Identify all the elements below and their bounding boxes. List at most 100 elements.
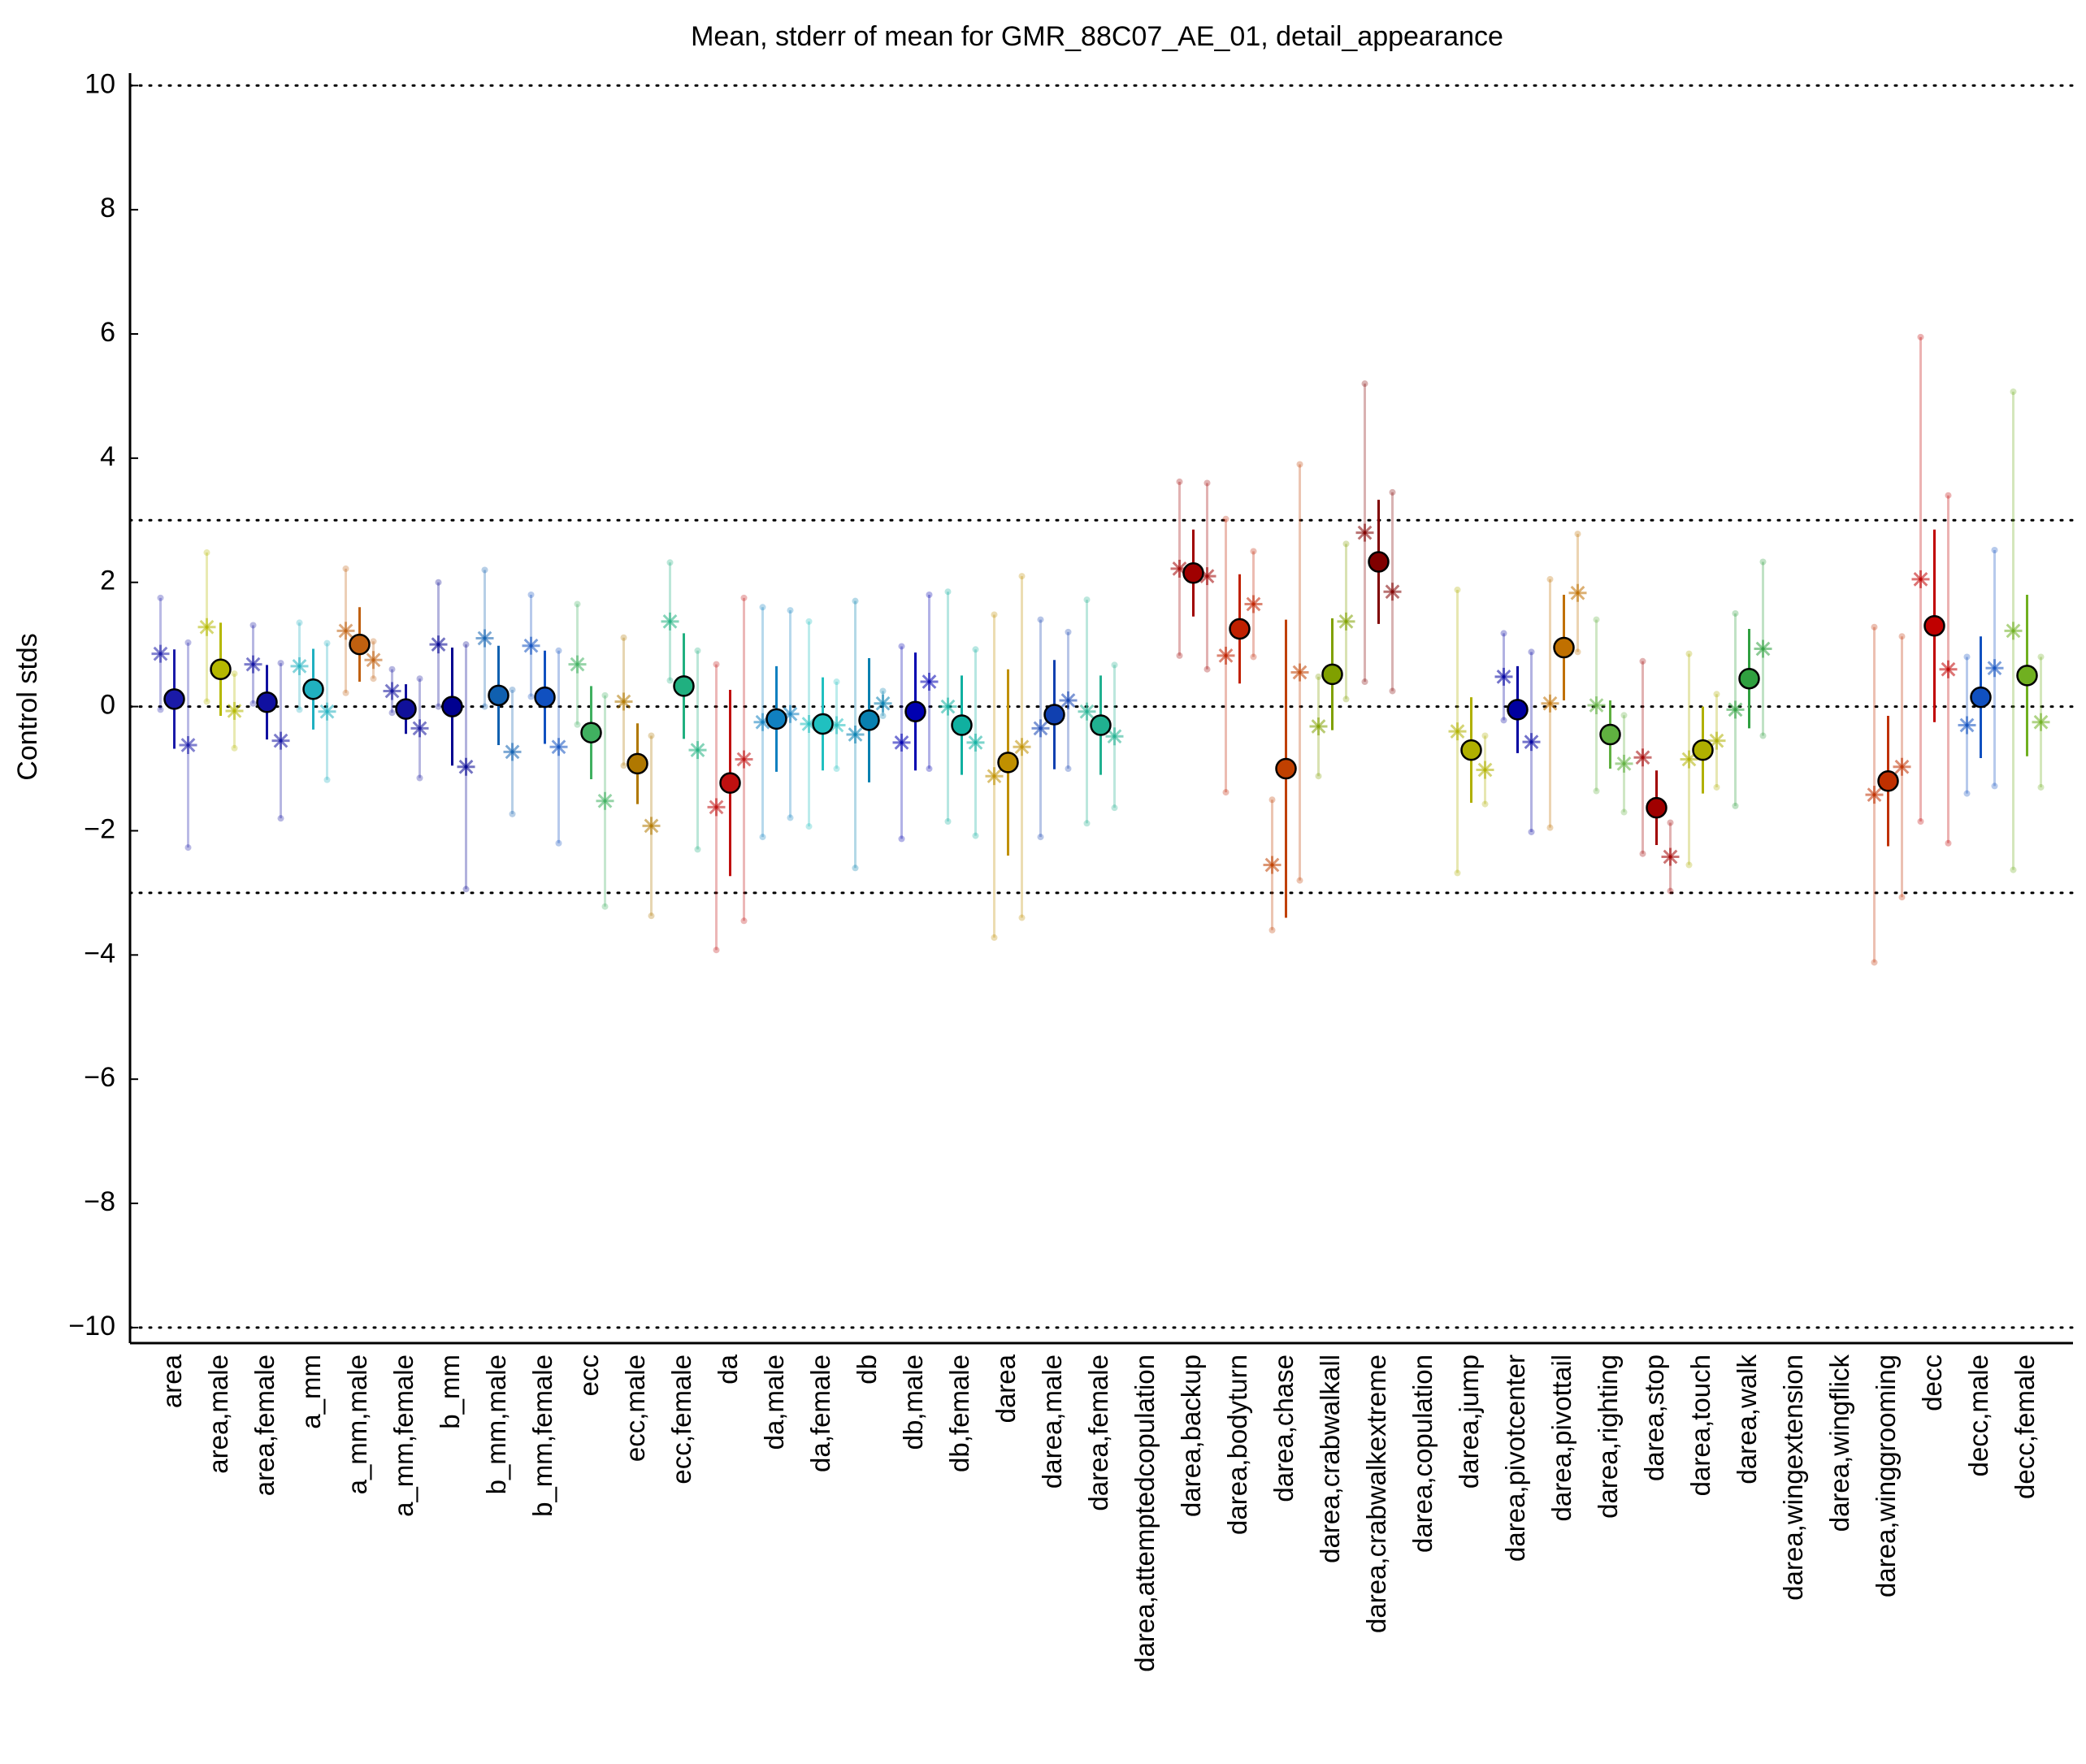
star-stroke [1987, 661, 2002, 676]
star-error-end [1593, 787, 1600, 795]
mean-marker [534, 686, 556, 709]
star-error-end [462, 886, 470, 893]
star-error-end [1315, 673, 1322, 680]
star-error-end [462, 641, 470, 648]
y-tick-label: 0 [100, 690, 115, 721]
star-stroke [1959, 717, 1975, 733]
star-error-end [574, 721, 581, 728]
star-error-end [898, 643, 905, 650]
star-stroke [1616, 756, 1632, 771]
y-tick-label: 8 [100, 193, 115, 223]
star-error-end [1898, 894, 1906, 901]
mean-marker [1182, 562, 1204, 584]
star-stroke [570, 657, 585, 672]
star-error-end [991, 934, 998, 941]
y-tick-label: −6 [84, 1062, 115, 1093]
star-stroke [1079, 704, 1095, 719]
star-error-end [1222, 789, 1229, 796]
star-stroke [551, 739, 566, 755]
star-error-end [648, 732, 655, 739]
star-stroke [1199, 569, 1215, 583]
star-error-end [1871, 959, 1878, 966]
mean-marker [1368, 551, 1390, 573]
star-error-end [944, 588, 952, 596]
star-marker [271, 731, 290, 750]
star-stroke [292, 659, 307, 674]
star-marker [1707, 731, 1726, 750]
star-stroke [1496, 670, 1511, 684]
star-error-end [1389, 687, 1396, 695]
star-stroke [384, 683, 400, 699]
mean-marker [1970, 686, 1992, 709]
star-error-end [601, 691, 609, 699]
mean-marker [1553, 636, 1575, 659]
star-stroke [894, 735, 909, 750]
star-error-end [2037, 783, 2045, 791]
star-stroke [1338, 614, 1354, 629]
x-tick-label: darea,winggrooming [1871, 1354, 1901, 1597]
star-error-end [879, 687, 887, 695]
star-error-end [342, 689, 349, 696]
mean-marker [441, 696, 463, 717]
star-marker [1680, 750, 1698, 769]
y-tick-label: −10 [68, 1311, 115, 1341]
star-error-end [203, 549, 210, 557]
mean-marker [627, 752, 648, 775]
star-stroke [412, 721, 427, 736]
star-error-end [620, 634, 627, 641]
x-tick-label: da,female [805, 1354, 835, 1472]
star-marker [1309, 717, 1328, 736]
star-stroke [523, 638, 539, 653]
star-error-end [277, 815, 284, 822]
star-marker [1216, 646, 1235, 665]
star-error-end [435, 579, 442, 586]
star-marker [596, 791, 614, 810]
star-error-end [388, 665, 396, 673]
star-error-end [1667, 819, 1674, 826]
star-stroke [1709, 733, 1724, 748]
star-error-end [1361, 678, 1368, 686]
x-tick-label: darea,copulation [1407, 1354, 1438, 1553]
star-marker [661, 612, 679, 631]
star-marker [1661, 847, 1680, 866]
star-stroke [1311, 719, 1326, 734]
star-error-end [787, 814, 794, 821]
star-marker [457, 757, 475, 776]
star-marker [707, 798, 726, 817]
star-error-end [1065, 628, 1072, 635]
star-stroke [2006, 623, 2021, 639]
x-tick-label: a_mm [296, 1354, 326, 1429]
star-error-end [323, 776, 331, 783]
mean-marker [1090, 714, 1112, 736]
star-marker [1263, 856, 1282, 874]
star-stroke [1867, 787, 1882, 802]
star-stroke [690, 743, 705, 757]
star-error-end [713, 661, 720, 668]
star-marker [1893, 757, 1911, 776]
y-tick-label: 2 [100, 566, 115, 596]
star-error-end [1203, 479, 1211, 487]
star-stroke [1589, 698, 1604, 713]
star-error-end [1685, 650, 1693, 657]
star-error-end [1639, 657, 1646, 665]
star-stroke [1385, 584, 1400, 600]
mean-marker [951, 714, 973, 736]
star-stroke [1450, 724, 1465, 739]
x-tick-label: decc [1917, 1354, 1947, 1411]
star-error-end [555, 647, 562, 654]
mean-marker [395, 698, 417, 720]
star-error-end [1639, 850, 1646, 857]
star-marker [614, 692, 633, 711]
star-stroke [709, 800, 724, 815]
star-stroke [1635, 750, 1650, 765]
star-marker [2032, 713, 2050, 731]
star-error-end [1037, 834, 1044, 841]
mean-marker [1507, 699, 1529, 721]
star-error-end [249, 700, 257, 707]
star-stroke [616, 694, 631, 709]
star-marker [1355, 523, 1374, 542]
star-marker [522, 636, 540, 655]
mean-marker [997, 752, 1019, 774]
star-error-end [323, 639, 331, 647]
star-marker [1383, 583, 1402, 601]
